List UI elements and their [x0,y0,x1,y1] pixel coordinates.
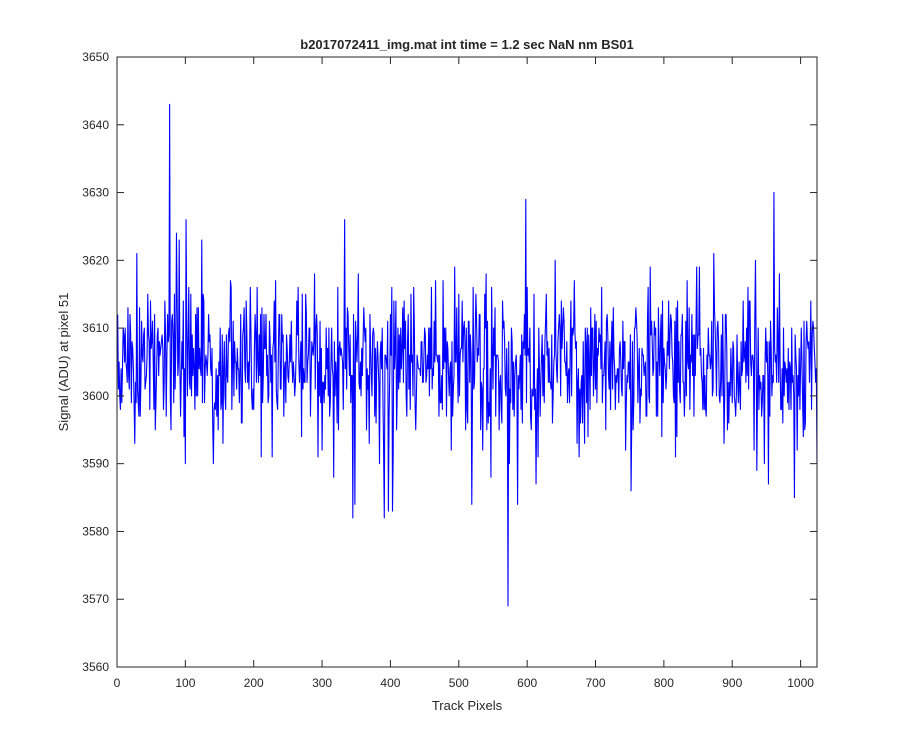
series-layer [117,103,818,607]
x-tick-label: 700 [586,676,606,690]
y-axis-label: Signal (ADU) at pixel 51 [56,293,71,432]
y-tick-label: 3570 [82,592,109,606]
plot-frame [116,56,818,668]
x-tick-label: 300 [312,676,332,690]
y-tick-label: 3640 [82,118,109,132]
chart-title: b2017072411_img.mat int time = 1.2 sec N… [300,37,633,52]
y-tick-label: 3610 [82,321,109,335]
x-tick-label: 200 [244,676,264,690]
y-tick-label: 3590 [82,457,109,471]
y-tick-label: 3630 [82,186,109,200]
x-tick-label: 100 [175,676,195,690]
x-axis-label: Track Pixels [432,698,503,713]
y-tick-label: 3580 [82,524,109,538]
x-tick-label: 0 [114,676,121,690]
y-tick-label: 3620 [82,253,109,267]
x-tick-label: 800 [654,676,674,690]
x-tick-label: 400 [380,676,400,690]
series-line [117,103,818,607]
y-tick-label: 3600 [82,389,109,403]
y-tick-label: 3560 [82,660,109,674]
x-tick-label: 500 [449,676,469,690]
x-tick-label: 1000 [787,676,814,690]
y-tick-label: 3650 [82,50,109,64]
ticks-layer: 0 100 200 300 400 500 600 700 800 900 1000 3560 3570… [82,50,817,690]
x-tick-label: 900 [722,676,742,690]
x-tick-label: 600 [517,676,537,690]
